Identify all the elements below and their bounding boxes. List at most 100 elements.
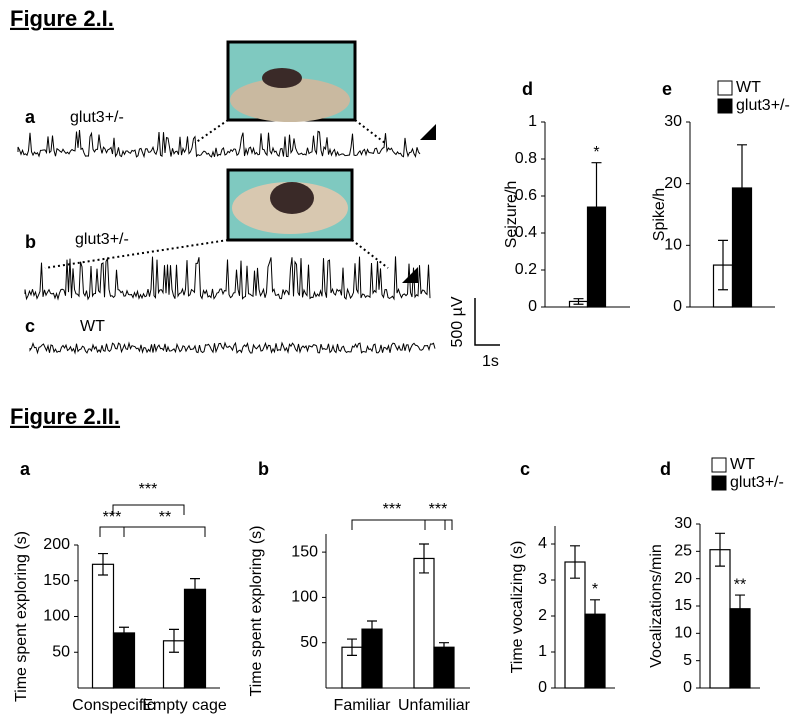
- legend-swatch: [711, 457, 727, 473]
- x-tick-label: Unfamiliar: [398, 697, 471, 714]
- trace-label: glut3+/-: [70, 109, 124, 126]
- significance: ***: [103, 509, 122, 526]
- panel-letter: a: [25, 107, 36, 127]
- panel-letter: d: [660, 459, 671, 479]
- x-tick-label: Empty cage: [142, 697, 227, 714]
- error-bar: [169, 628, 179, 653]
- y-tick-label: 10: [664, 237, 682, 254]
- panel-letter: c: [520, 459, 530, 479]
- y-tick-label: 30: [664, 113, 682, 130]
- significance: **: [734, 576, 746, 593]
- error-bar: [419, 543, 429, 574]
- scale-bar: [474, 298, 500, 346]
- y-tick-label: 1: [528, 113, 537, 130]
- error-bar: [737, 144, 747, 232]
- bracket: [351, 519, 446, 530]
- bar: [91, 563, 115, 689]
- legend-swatch: [717, 80, 733, 96]
- y-tick-label: 0: [673, 298, 682, 315]
- y-tick-label: 20: [674, 570, 692, 587]
- y-tick-label: 15: [674, 597, 692, 614]
- panel-letter: b: [258, 459, 269, 479]
- y-tick-label: 0: [528, 298, 537, 315]
- trace-label: WT: [80, 318, 105, 335]
- bracket: [112, 504, 185, 515]
- bar: [413, 557, 435, 689]
- error-bar: [119, 626, 129, 640]
- panel-letter: c: [25, 316, 35, 336]
- y-axis-label: Time spent exploring (s): [248, 525, 265, 696]
- error-bar: [591, 162, 602, 253]
- y-tick-label: 3: [538, 571, 547, 588]
- zoom-lines: [44, 119, 389, 269]
- x-tick-label: Conspecific: [72, 697, 155, 714]
- error-bar: [347, 638, 357, 656]
- y-tick-label: 0: [683, 679, 692, 696]
- y-tick-label: 0.4: [515, 224, 537, 241]
- eeg-trace: [29, 341, 436, 355]
- y-tick-label: 10: [674, 625, 692, 642]
- y-tick-label: 25: [674, 543, 692, 560]
- y-axis-label: Seizure/h: [503, 181, 520, 249]
- legend-label: glut3+/-: [730, 474, 784, 491]
- error-bar: [573, 298, 584, 305]
- eeg-trace: [24, 256, 431, 301]
- significance: ***: [429, 501, 448, 518]
- y-tick-label: 20: [664, 175, 682, 192]
- y-tick-label: 150: [291, 543, 318, 560]
- significance: ***: [383, 501, 402, 518]
- error-bar: [590, 599, 600, 630]
- y-tick-label: 1: [538, 643, 547, 660]
- y-axis-label: Spike/h: [651, 188, 668, 241]
- y-tick-label: 0.6: [515, 187, 537, 204]
- y-tick-label: 100: [291, 589, 318, 606]
- significance: *: [593, 144, 599, 161]
- significance: ***: [139, 481, 158, 498]
- bar: [112, 632, 136, 689]
- panel-letter: b: [25, 232, 36, 252]
- legend-label: WT: [730, 456, 755, 473]
- bar: [564, 561, 586, 689]
- significance: *: [592, 581, 598, 598]
- trace-label: glut3+/-: [75, 231, 129, 248]
- error-bar: [98, 552, 108, 576]
- legend-swatch: [717, 98, 733, 114]
- y-tick-label: 50: [52, 643, 70, 660]
- panel-letter: a: [20, 459, 31, 479]
- y-tick-label: 30: [674, 515, 692, 532]
- scale-label: 1s: [482, 353, 499, 370]
- y-axis-label: Time spent exploring (s): [13, 531, 30, 702]
- panel-letter: e: [662, 79, 672, 99]
- y-tick-label: 5: [683, 652, 692, 669]
- error-bar: [715, 532, 725, 567]
- y-axis-label: Vocalizations/min: [648, 544, 665, 668]
- bar: [361, 628, 383, 689]
- significance: **: [159, 509, 171, 526]
- y-tick-label: 100: [43, 608, 70, 625]
- scale-label: 500 µV: [449, 296, 466, 347]
- legend-label: glut3+/-: [736, 97, 790, 114]
- legend-label: WT: [736, 79, 761, 96]
- eeg-trace: [17, 129, 421, 159]
- error-bar: [190, 578, 200, 601]
- video-frame: [226, 40, 357, 242]
- bracket: [424, 519, 453, 530]
- error-bar: [735, 594, 745, 623]
- y-tick-label: 200: [43, 536, 70, 553]
- bracket: [123, 526, 206, 537]
- y-tick-label: 2: [538, 607, 547, 624]
- error-bar: [718, 239, 728, 291]
- bar: [433, 646, 455, 689]
- y-tick-label: 4: [538, 535, 547, 552]
- x-tick-label: Familiar: [334, 697, 392, 714]
- bracket: [99, 526, 125, 537]
- error-bar: [367, 620, 377, 638]
- heading: Figure 2.II.: [10, 404, 120, 429]
- y-tick-label: 150: [43, 572, 70, 589]
- heading: Figure 2.I.: [10, 6, 114, 31]
- error-bar: [439, 642, 449, 653]
- panel-letter: d: [522, 79, 533, 99]
- bar: [183, 588, 207, 689]
- legend-swatch: [711, 475, 727, 491]
- y-tick-label: 0.8: [515, 150, 537, 167]
